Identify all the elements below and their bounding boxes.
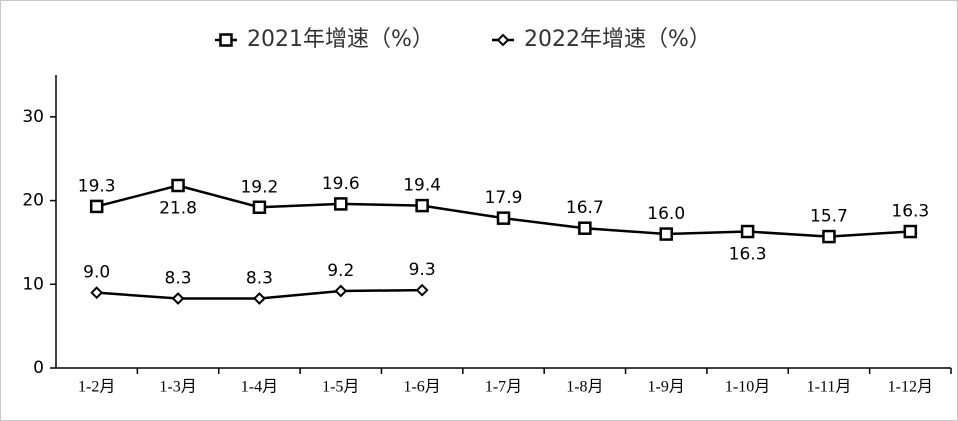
data-point [496, 211, 511, 225]
data-label: 19.4 [403, 176, 441, 196]
data-point [334, 284, 348, 298]
data-label: 16.3 [891, 202, 929, 222]
data-point [822, 229, 836, 244]
data-point [740, 224, 755, 239]
x-tick-label: 1-5月 [322, 379, 359, 396]
data-point [252, 292, 266, 305]
x-tick-label: 1-3月 [159, 379, 196, 396]
data-label: 21.8 [159, 199, 197, 219]
data-label: 8.3 [246, 269, 273, 289]
data-label: 9.2 [327, 261, 354, 281]
legend-marker [219, 33, 233, 47]
data-label: 16.0 [647, 204, 685, 224]
legend-label: 2022年增速（%） [524, 27, 711, 52]
data-label: 19.2 [240, 177, 278, 197]
data-label: 16.7 [566, 198, 604, 218]
y-tick-label: 0 [33, 358, 44, 378]
legend-marker [496, 33, 510, 47]
x-tick-label: 1-10月 [725, 379, 770, 396]
x-tick-label: 1-11月 [807, 379, 852, 396]
data-label: 15.7 [810, 207, 848, 227]
data-point [903, 224, 918, 239]
data-point [334, 197, 348, 211]
y-tick-label: 10 [22, 274, 44, 294]
y-tick-label: 20 [22, 191, 44, 211]
x-tick-label: 1-2月 [78, 379, 115, 396]
x-tick-label: 1-7月 [485, 379, 522, 396]
data-point [89, 199, 104, 214]
data-point [415, 283, 429, 297]
y-tick-label: 30 [22, 107, 44, 127]
data-label: 8.3 [165, 269, 192, 289]
data-label: 19.3 [78, 176, 116, 196]
data-point [90, 286, 104, 300]
data-label: 16.3 [729, 245, 767, 265]
x-tick-label: 1-12月 [888, 379, 933, 396]
data-point [415, 198, 429, 213]
data-point [171, 292, 185, 305]
data-point [252, 200, 267, 215]
data-label: 9.0 [83, 263, 110, 283]
x-tick-label: 1-9月 [648, 379, 685, 396]
data-point [659, 227, 673, 241]
data-label: 9.3 [409, 260, 436, 280]
x-tick-label: 1-8月 [566, 379, 603, 396]
x-tick-label: 1-4月 [241, 379, 278, 396]
data-label: 19.6 [322, 174, 360, 194]
data-point [171, 178, 185, 193]
legend-label: 2021年增速（%） [247, 27, 434, 52]
data-label: 17.9 [485, 188, 523, 208]
data-point [578, 221, 592, 235]
x-tick-label: 1-6月 [403, 379, 440, 396]
